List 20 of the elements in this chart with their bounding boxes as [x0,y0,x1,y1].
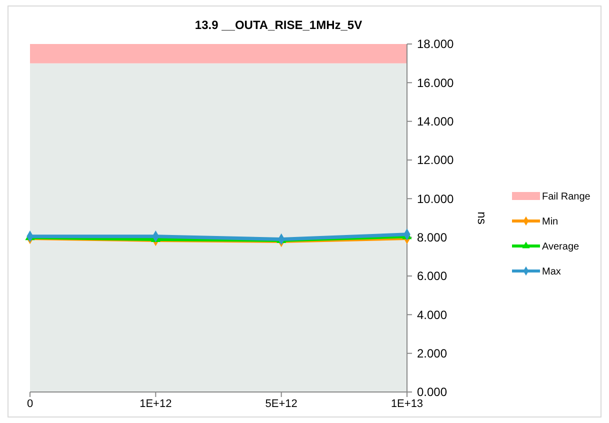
y-tick-label: 12.000 [417,153,454,168]
y-tick-label: 8.000 [417,230,448,245]
y-tick-label: 14.000 [417,114,454,129]
y-axis-title: ns [475,212,489,224]
y-tick-label: 0.000 [417,385,448,400]
x-tick-label: 1E+12 [140,398,172,410]
chart-title: 13.9 __OUTA_RISE_1MHz_5V [194,18,362,32]
y-tick-label: 10.000 [417,192,454,206]
legend-label: Average [542,242,580,252]
y-tick-label: 18.000 [417,37,454,52]
y-tick-label: 4.000 [417,308,448,322]
x-tick-label: 0 [26,398,34,410]
legend-label: Fail Range [542,192,591,202]
y-tick-label: 6.000 [417,269,448,284]
x-tick-label: 1E+13 [390,398,424,410]
x-tick-label: 5E+12 [265,398,298,410]
legend-label: Min [542,216,558,228]
y-tick-label: 2.000 [417,346,448,361]
legend-label: Max [542,266,561,278]
y-tick-label: 16.000 [417,76,454,90]
